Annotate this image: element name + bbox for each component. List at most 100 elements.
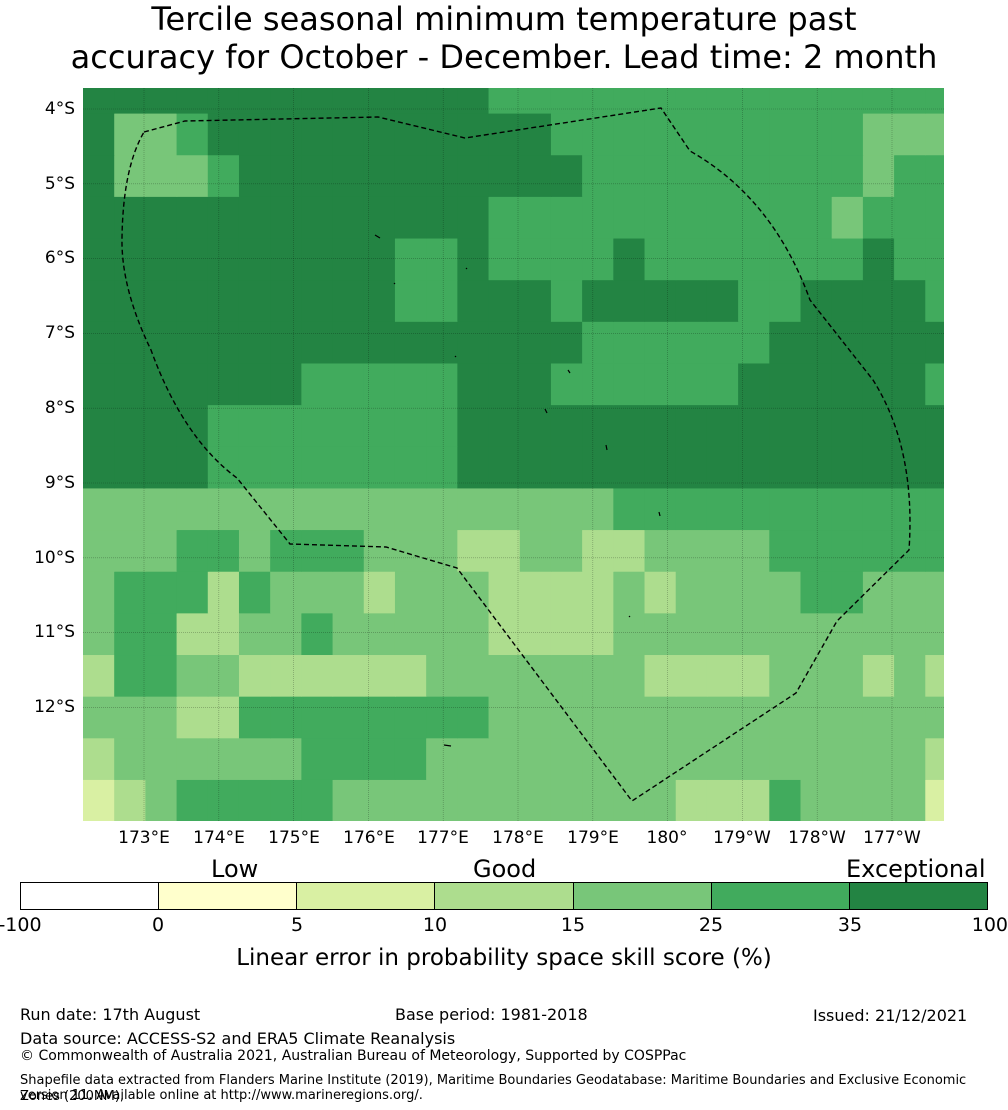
skill-cell	[894, 279, 926, 322]
skill-cell	[831, 529, 864, 572]
skill-cell	[114, 196, 146, 239]
colorbar-tick: 10	[422, 914, 448, 936]
skill-cell	[207, 487, 240, 531]
skill-cell	[238, 196, 271, 239]
skill-cell	[332, 779, 365, 821]
skill-cell	[83, 612, 115, 656]
skill-cell	[207, 196, 240, 239]
skill-cell	[925, 154, 944, 197]
skill-cell	[675, 321, 708, 364]
skill-cell	[426, 737, 458, 780]
data-source: Data source: ACCESS-S2 and ERA5 Climate …	[20, 1029, 456, 1048]
skill-cell	[363, 279, 396, 322]
skill-cell	[800, 446, 833, 489]
skill-cell	[831, 737, 864, 780]
skill-cell	[582, 321, 614, 364]
lat-label-9s: 9°S	[44, 473, 75, 493]
skill-cell	[582, 88, 614, 114]
skill-cell	[769, 237, 802, 281]
colorbar-tick: 15	[560, 914, 586, 936]
skill-cell	[114, 779, 146, 821]
skill-cell	[831, 321, 864, 364]
skill-cell	[176, 696, 209, 739]
skill-cell	[83, 362, 115, 406]
skill-cell	[457, 196, 490, 239]
colorbar-tick: 35	[837, 914, 863, 936]
skill-cell	[738, 88, 770, 114]
skill-cell	[83, 487, 115, 531]
skill-cell	[176, 487, 209, 531]
skill-cell	[176, 112, 209, 156]
skill-cell	[332, 404, 365, 447]
skill-cell	[738, 737, 770, 780]
skill-cell	[488, 154, 521, 197]
skill-cell	[363, 487, 396, 531]
skill-cell	[394, 696, 427, 739]
skill-cell	[145, 404, 178, 447]
skill-cell	[207, 696, 240, 739]
skill-cell	[831, 696, 864, 739]
skill-cell	[738, 487, 770, 531]
skill-cell	[769, 779, 802, 821]
skill-cell	[582, 612, 614, 656]
skill-cell	[769, 279, 802, 322]
skill-cell	[738, 362, 770, 406]
skill-cell	[925, 612, 944, 656]
skill-cell	[176, 529, 209, 572]
skill-cell	[831, 279, 864, 322]
skill-cell	[738, 321, 770, 364]
skill-cell	[550, 487, 583, 531]
skill-cell	[925, 571, 944, 614]
skill-cell	[550, 112, 583, 156]
skill-cell	[519, 529, 552, 572]
skill-cell	[270, 321, 302, 364]
skill-cell	[301, 196, 334, 239]
skill-cell	[270, 362, 302, 406]
skill-cell	[738, 446, 770, 489]
skill-cell	[550, 404, 583, 447]
skill-cell	[644, 446, 677, 489]
skill-cell	[706, 154, 739, 197]
skill-cell	[207, 404, 240, 447]
skill-cell	[738, 654, 770, 697]
skill-cell	[270, 779, 302, 821]
skill-cell	[862, 279, 895, 322]
skill-cell	[426, 362, 458, 406]
skill-cell	[769, 654, 802, 697]
skill-cell	[644, 612, 677, 656]
skill-cell	[519, 779, 552, 821]
map-svg	[83, 88, 944, 821]
skill-cell	[582, 737, 614, 780]
skill-cell	[738, 612, 770, 656]
skill-cell	[332, 487, 365, 531]
skill-cell	[238, 654, 271, 697]
skill-cell	[706, 196, 739, 239]
skill-cell	[644, 696, 677, 739]
skill-cell	[457, 696, 490, 739]
skill-cell	[332, 154, 365, 197]
skill-cell	[582, 571, 614, 614]
skill-cell	[207, 362, 240, 406]
lat-label-6s: 6°S	[44, 248, 75, 268]
skill-cell	[363, 779, 396, 821]
skill-cell	[488, 404, 521, 447]
skill-cell	[114, 487, 146, 531]
skill-cell	[363, 654, 396, 697]
skill-cell	[301, 237, 334, 281]
lon-label-178e: 178°E	[492, 828, 544, 848]
skill-cell	[550, 737, 583, 780]
skill-cell	[363, 404, 396, 447]
skill-cell	[457, 279, 490, 322]
skill-cell	[519, 112, 552, 156]
skill-cell	[394, 779, 427, 821]
skill-cell	[582, 196, 614, 239]
skill-cell	[925, 487, 944, 531]
skill-cell	[207, 529, 240, 572]
copyright: © Commonwealth of Australia 2021, Austra…	[20, 1048, 687, 1064]
skill-cell	[706, 404, 739, 447]
skill-cell	[550, 696, 583, 739]
skill-cell	[738, 237, 770, 281]
colorbar-segment	[21, 883, 160, 909]
skill-cell	[800, 154, 833, 197]
skill-cell	[114, 154, 146, 197]
